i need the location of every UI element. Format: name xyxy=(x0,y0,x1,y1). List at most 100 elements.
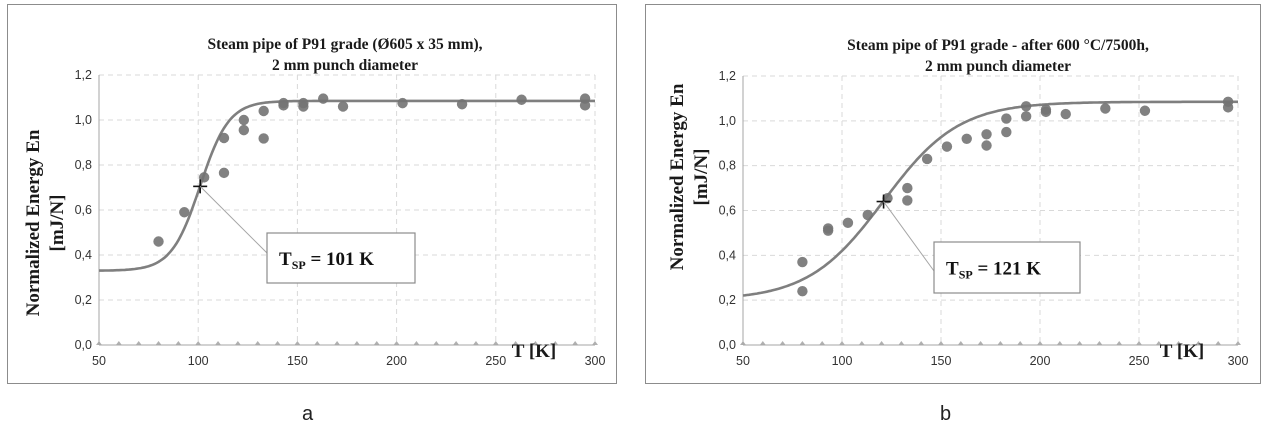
data-point xyxy=(1060,108,1071,120)
y-tick-label: 0,2 xyxy=(75,293,92,307)
x-minor-tick xyxy=(492,341,499,345)
data-point xyxy=(1020,111,1032,122)
data-point xyxy=(1001,126,1012,138)
x-minor-tick xyxy=(572,341,579,345)
fit-curve xyxy=(742,100,1238,297)
data-point xyxy=(797,256,808,268)
x-minor-tick xyxy=(453,341,460,345)
x-minor-tick xyxy=(839,341,845,345)
chart-a-svg: Steam pipe of P91 grade (Ø605 x 35 mm), 2… xyxy=(23,36,606,368)
chart-b-svg: Steam pipe of P91 grade - after 600 °C/7… xyxy=(667,37,1248,368)
chart-title: Steam pipe of P91 grade - after 600 °C/7… xyxy=(847,37,1149,54)
chart-subtitle: 2 mm punch diameter xyxy=(272,57,418,74)
data-point xyxy=(921,153,933,165)
data-point xyxy=(179,207,190,218)
y-tick-label: 0,6 xyxy=(75,203,92,217)
x-minor-tick xyxy=(1215,341,1222,345)
x-minor-tick xyxy=(314,341,321,345)
x-tick-label: 150 xyxy=(931,354,952,368)
x-minor-tick xyxy=(393,341,400,345)
y-tick-label: 0,2 xyxy=(719,293,736,307)
x-tick-label: 300 xyxy=(585,354,606,368)
x-tick-label: 250 xyxy=(1129,354,1150,368)
callout-leader xyxy=(199,186,268,275)
x-tick-label: 200 xyxy=(386,354,407,368)
x-minor-tick xyxy=(759,341,766,345)
y-tick-label: 0,4 xyxy=(719,248,736,262)
panel-caption-a: a xyxy=(302,403,314,425)
x-minor-tick xyxy=(938,341,944,345)
data-point xyxy=(298,101,309,112)
data-point xyxy=(1100,103,1111,114)
y-tick-label: 0,6 xyxy=(719,204,736,218)
x-minor-tick xyxy=(334,341,341,345)
data-point xyxy=(981,129,992,140)
x-minor-tick xyxy=(1155,341,1162,345)
y-axis-label: Normalized Energy En xyxy=(23,129,44,316)
x-axis-label: T [K] xyxy=(1160,341,1205,362)
y-tick-label: 0,8 xyxy=(719,159,736,173)
x-tick-label: 100 xyxy=(832,354,853,368)
x-minor-tick xyxy=(135,341,142,345)
x-minor-tick xyxy=(878,341,885,345)
data-point xyxy=(961,133,972,144)
x-minor-tick xyxy=(155,341,162,345)
y-tick-label: 1,2 xyxy=(719,69,736,83)
x-minor-tick xyxy=(472,341,479,345)
x-minor-tick xyxy=(115,341,122,345)
x-minor-tick xyxy=(592,341,598,345)
callout-box xyxy=(266,232,416,284)
x-minor-tick xyxy=(215,341,222,345)
data-point xyxy=(822,223,834,234)
data-point xyxy=(456,99,468,110)
data-point xyxy=(1139,105,1151,116)
x-minor-tick xyxy=(858,341,865,345)
x-minor-tick xyxy=(234,341,241,345)
x-minor-tick xyxy=(1017,341,1024,345)
x-minor-tick xyxy=(413,341,420,345)
x-minor-tick xyxy=(1136,341,1142,345)
x-tick-label: 50 xyxy=(92,354,106,368)
x-tick-label: 100 xyxy=(188,354,209,368)
x-minor-tick xyxy=(294,341,301,345)
x-minor-tick xyxy=(175,341,182,345)
data-point xyxy=(337,101,349,112)
callout-box xyxy=(933,241,1081,294)
data-point xyxy=(317,93,329,104)
data-point xyxy=(238,124,250,136)
x-minor-tick xyxy=(552,341,559,345)
y-tick-label: 0,8 xyxy=(75,158,92,172)
data-point xyxy=(397,97,408,109)
data-point xyxy=(797,286,808,297)
y-tick-label: 1,0 xyxy=(75,113,92,127)
x-minor-tick xyxy=(819,341,826,345)
x-minor-tick xyxy=(274,341,281,345)
data-point xyxy=(218,132,230,144)
x-minor-tick xyxy=(254,341,261,345)
x-axis-label: T [K] xyxy=(512,341,557,362)
x-minor-tick xyxy=(1056,341,1063,345)
data-point xyxy=(902,195,913,206)
y-tick-label: 0,0 xyxy=(75,338,92,352)
x-minor-tick xyxy=(1235,341,1241,345)
x-minor-tick xyxy=(1076,341,1083,345)
data-point xyxy=(278,100,289,111)
x-minor-tick xyxy=(1175,341,1182,345)
data-point xyxy=(258,105,269,117)
data-point xyxy=(258,133,269,144)
data-point xyxy=(1222,102,1234,113)
x-minor-tick xyxy=(1037,341,1043,345)
chart-subtitle: 2 mm punch diameter xyxy=(925,58,1071,75)
x-minor-tick xyxy=(195,341,202,345)
x-minor-tick xyxy=(1195,341,1202,345)
data-point xyxy=(941,141,953,152)
data-point xyxy=(1020,101,1032,112)
chart-title: Steam pipe of P91 grade (Ø605 x 35 mm), xyxy=(207,36,482,53)
data-point xyxy=(238,114,250,126)
data-point xyxy=(862,209,873,221)
x-tick-label: 150 xyxy=(287,354,308,368)
x-minor-tick xyxy=(918,341,925,345)
x-tick-label: 250 xyxy=(485,354,506,368)
x-minor-tick xyxy=(1116,341,1123,345)
data-point xyxy=(218,167,230,179)
